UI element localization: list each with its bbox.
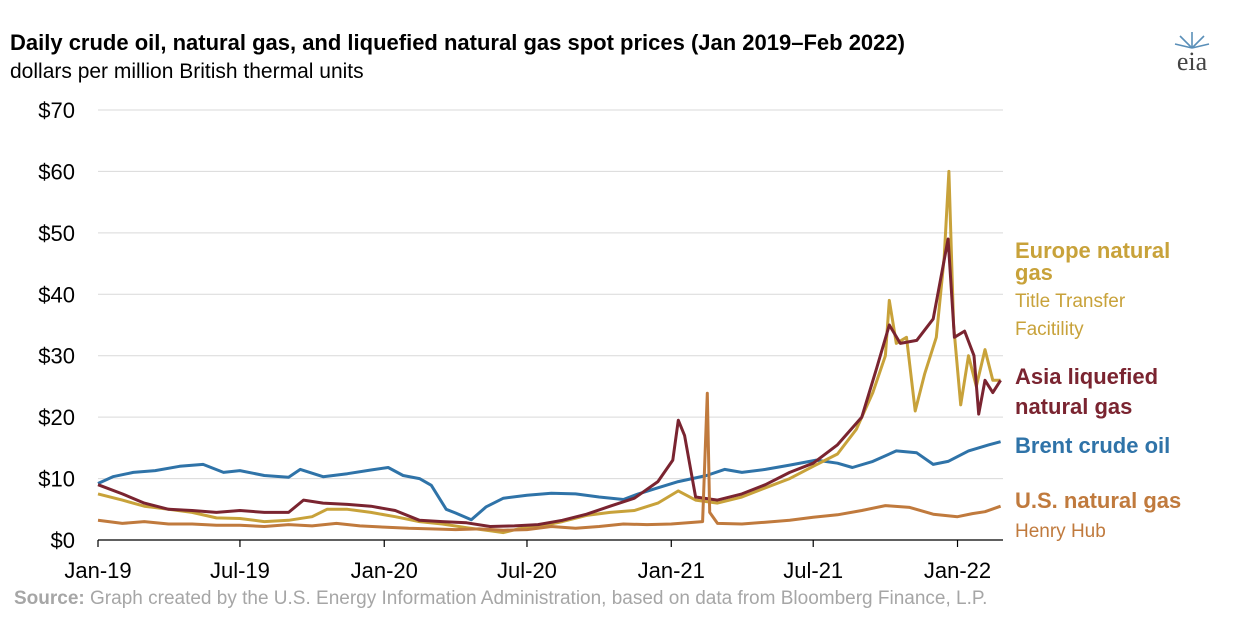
chart-title: Daily crude oil, natural gas, and liquef… (10, 30, 905, 55)
x-tick-label: Jan-22 (924, 558, 991, 583)
series-label: Asia liquefied (1015, 364, 1158, 389)
series-label: Facitility (1015, 319, 1084, 340)
series-label: Europe natural (1015, 238, 1170, 263)
series-layer (97, 169, 1002, 535)
logo-text: eia (1177, 47, 1208, 76)
y-tick-label: $30 (38, 344, 75, 369)
source-label: Source: (14, 588, 85, 609)
x-tick-label: Jan-20 (351, 558, 418, 583)
series-line-brent-crude-oil (97, 440, 1001, 522)
series-label: Henry Hub (1015, 521, 1106, 542)
x-tick-label: Jul-20 (497, 558, 557, 583)
series-line-europe-natural-gas (97, 169, 1001, 535)
series-label: Title Transfer (1015, 291, 1126, 312)
chart-subtitle: dollars per million British thermal unit… (10, 60, 364, 83)
series-line-asia-liquefied-natural-gas (97, 237, 1002, 528)
y-tick-label: $40 (38, 282, 75, 307)
y-tick-label: $0 (51, 528, 75, 553)
source-note: Source: Graph created by the U.S. Energy… (14, 588, 987, 610)
eia-logo-icon: eia (1174, 32, 1210, 76)
series-label: U.S. natural gas (1015, 488, 1181, 513)
y-tick-label: $60 (38, 159, 75, 184)
series-label: Brent crude oil (1015, 433, 1170, 458)
y-tick-label: $10 (38, 467, 75, 492)
series-label: gas (1015, 260, 1053, 285)
series-label: natural gas (1015, 394, 1132, 419)
y-tick-label: $20 (38, 405, 75, 430)
x-tick-label: Jan-21 (638, 558, 705, 583)
grid-layer (98, 109, 1003, 480)
axis-layer: $0 $10 $20 $30 $40 $50 $60 $70 Jan-19 Jul-19 Jan-2… (38, 98, 1003, 583)
x-tick-label: Jul-19 (210, 558, 270, 583)
y-tick-label: $50 (38, 221, 75, 246)
x-tick-label: Jul-21 (783, 558, 843, 583)
source-text: Graph created by the U.S. Energy Informa… (84, 588, 988, 609)
series-line-u-s-natural-gas (97, 391, 1002, 532)
x-tick-label: Jan-19 (64, 558, 131, 583)
y-tick-label: $70 (38, 98, 75, 123)
